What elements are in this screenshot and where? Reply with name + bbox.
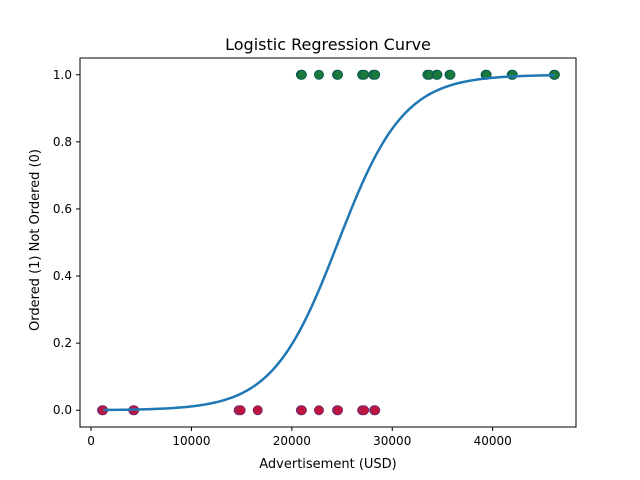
- y-tick-label: 0.4: [53, 269, 72, 283]
- ordered-point: [313, 69, 324, 80]
- y-tick-label: 0.6: [53, 202, 72, 216]
- x-tick-label: 40000: [474, 434, 512, 448]
- chart-title: Logistic Regression Curve: [225, 35, 431, 54]
- plot-frame: [79, 57, 577, 428]
- ordered-point: [359, 69, 370, 80]
- not-ordered-point: [370, 405, 381, 416]
- ordered-point: [432, 69, 443, 80]
- ordered-point: [333, 69, 344, 80]
- y-tick-label: 0.0: [53, 403, 72, 417]
- not-ordered-point: [252, 405, 263, 416]
- ordered-point: [507, 69, 518, 80]
- y-tick-label: 0.2: [53, 336, 72, 350]
- ordered-point: [296, 69, 307, 80]
- x-tick-label: 30000: [373, 434, 411, 448]
- x-axis-label: Advertisement (USD): [259, 457, 396, 472]
- ordered-point: [370, 69, 381, 80]
- y-axis: 0.0 0.2 0.4 0.6 0.8 1.0: [53, 68, 80, 417]
- plot-background: [80, 58, 576, 427]
- not-ordered-point: [359, 405, 370, 416]
- fitted-curve-layer: [103, 73, 555, 412]
- y-tick-label: 1.0: [53, 68, 72, 82]
- x-tick-label: 0: [87, 434, 95, 448]
- not-ordered-point: [333, 405, 344, 416]
- logistic-curve: [103, 73, 555, 412]
- y-tick-label: 0.8: [53, 135, 72, 149]
- x-axis: 0 10000 20000 30000 40000: [87, 427, 512, 448]
- x-tick-label: 20000: [273, 434, 311, 448]
- x-tick-label: 10000: [172, 434, 210, 448]
- not-ordered-point: [235, 405, 246, 416]
- not-ordered-point: [313, 405, 324, 416]
- y-axis-label: Ordered (1) Not Ordered (0): [28, 149, 43, 331]
- ordered-point: [445, 69, 456, 80]
- plot-area: 0 10000 20000 30000 40000 0.0 0.2 0.4 0.6 0.8 1.0: [53, 57, 577, 448]
- not-ordered-point: [296, 405, 307, 416]
